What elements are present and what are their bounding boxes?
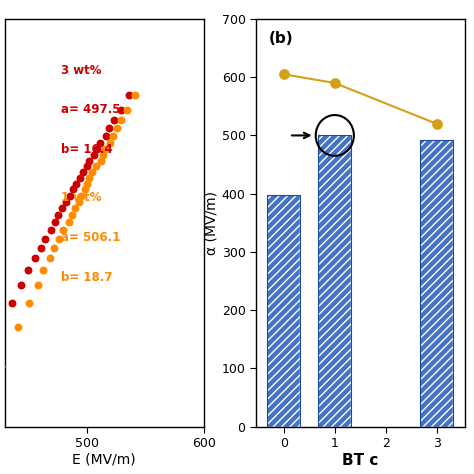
Point [31, 255, 39, 262]
Bar [318, 136, 351, 427]
Text: .1: .1 [0, 147, 1, 160]
Point [105, 125, 113, 132]
Point [101, 145, 109, 153]
Point [131, 91, 138, 99]
Text: (b): (b) [268, 31, 293, 46]
Point [37, 244, 45, 252]
Point [8, 299, 16, 306]
Point [69, 211, 76, 219]
Point [118, 116, 125, 124]
Point [123, 106, 130, 113]
Point [93, 145, 101, 153]
Point [97, 139, 104, 146]
Point [81, 186, 89, 193]
Point [75, 198, 82, 206]
Point [65, 219, 73, 226]
Point [55, 211, 62, 219]
Point [80, 168, 87, 176]
Bar [267, 195, 301, 427]
Y-axis label: α (MV/m): α (MV/m) [205, 191, 219, 255]
Text: b= 16.4: b= 16.4 [61, 143, 113, 156]
Text: 7.2: 7.2 [0, 65, 1, 79]
Point [102, 132, 109, 140]
Point [97, 157, 104, 164]
Point [55, 235, 63, 242]
Point [85, 157, 93, 164]
Point [106, 139, 114, 146]
Point [99, 151, 106, 159]
Point [77, 191, 85, 199]
Bar [420, 139, 453, 427]
Point [117, 106, 124, 113]
Point [46, 255, 54, 262]
Point [0, 323, 3, 330]
Point [50, 244, 58, 252]
Point [18, 281, 25, 288]
Point [83, 180, 91, 187]
Bar [267, 195, 301, 427]
Point [85, 174, 93, 182]
Point [72, 180, 80, 187]
Point [125, 91, 133, 99]
Point [63, 198, 70, 206]
Text: a= 506.1: a= 506.1 [61, 231, 120, 244]
Point [89, 168, 96, 176]
Point [109, 132, 117, 140]
Point [280, 71, 288, 78]
Point [66, 191, 73, 199]
Point [113, 125, 120, 132]
Point [76, 174, 84, 182]
Point [24, 266, 32, 274]
Point [93, 163, 100, 170]
Bar [420, 139, 453, 427]
Point [71, 204, 78, 212]
Point [109, 116, 117, 124]
Point [51, 219, 59, 226]
Point [0, 362, 5, 369]
Point [69, 186, 77, 193]
Point [25, 299, 33, 306]
Text: 3 wt%: 3 wt% [61, 64, 101, 77]
X-axis label: E (MV/m): E (MV/m) [73, 453, 136, 467]
Point [59, 204, 66, 212]
Point [35, 281, 42, 288]
Point [40, 266, 47, 274]
Point [331, 79, 338, 87]
Point [91, 151, 98, 159]
Bar [318, 136, 351, 427]
Text: 1 wt%: 1 wt% [61, 191, 101, 204]
X-axis label: BT c: BT c [342, 453, 378, 468]
Point [14, 323, 22, 330]
Point [59, 226, 67, 234]
Point [41, 235, 48, 242]
Point [83, 163, 91, 170]
Text: b= 18.7: b= 18.7 [61, 271, 112, 283]
Point [433, 120, 440, 128]
Text: a= 497.5: a= 497.5 [61, 103, 120, 116]
Point [47, 226, 55, 234]
